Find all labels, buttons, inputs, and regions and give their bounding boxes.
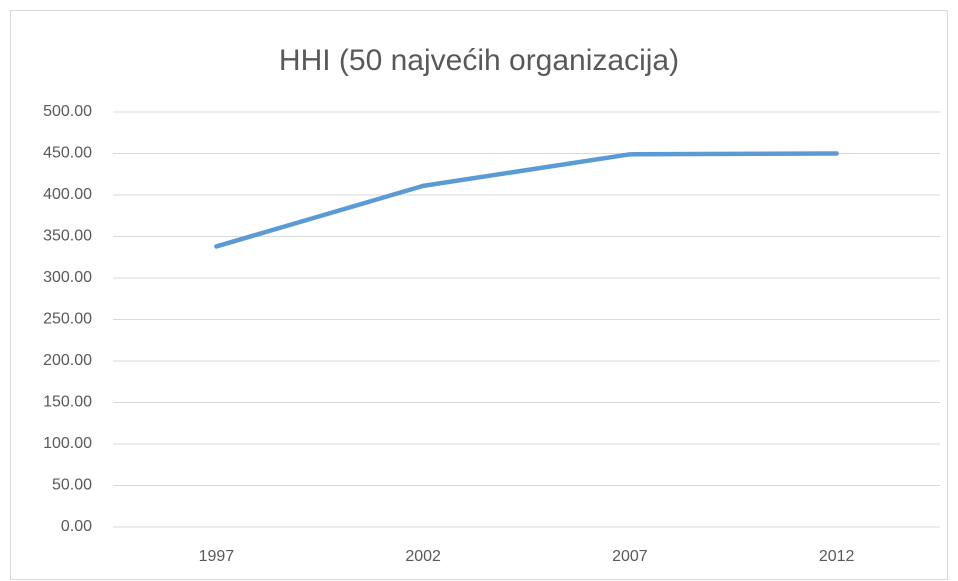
y-tick-label: 350.00 (43, 228, 92, 245)
y-tick-label: 50.00 (52, 477, 92, 494)
x-tick-label: 2012 (819, 548, 855, 565)
x-tick-label: 2002 (405, 548, 441, 565)
x-tick-label: 1997 (199, 548, 235, 565)
y-tick-label: 400.00 (43, 186, 92, 203)
y-tick-label: 250.00 (43, 311, 92, 328)
y-tick-label: 450.00 (43, 145, 92, 162)
y-tick-label: 300.00 (43, 269, 92, 286)
chart-border (10, 10, 948, 580)
y-tick-label: 200.00 (43, 352, 92, 369)
chart-title: HHI (50 najvećih organizacija) (279, 44, 679, 77)
y-tick-label: 100.00 (43, 435, 92, 452)
y-tick-label: 0.00 (61, 518, 92, 535)
y-tick-label: 500.00 (43, 103, 92, 120)
y-tick-label: 150.00 (43, 394, 92, 411)
line-series (214, 151, 839, 249)
x-tick-label: 2007 (612, 548, 648, 565)
